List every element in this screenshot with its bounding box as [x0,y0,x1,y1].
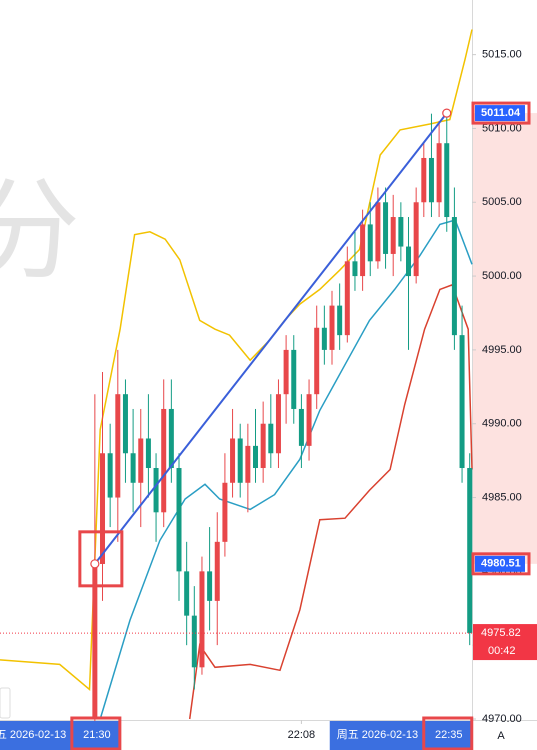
y-tick-label: 4995.00 [482,344,522,356]
y-tick-label: 4985.00 [482,491,522,503]
highlight-box [70,716,122,750]
candle-body [92,563,98,719]
candle-body [298,408,304,446]
candle-body [383,202,389,254]
candle-body [459,335,465,469]
candle-body [122,394,128,454]
x-tick-label: 22:08 [288,729,316,741]
highlight-box [471,101,531,125]
candle-body [253,445,259,469]
range-highlight [473,113,537,564]
candle-body [291,349,297,409]
candle-body [344,261,350,336]
candle-body [184,571,190,616]
y-tick-label: 5000.00 [482,270,522,282]
crosshair-time-badge [0,721,120,750]
trend-anchor[interactable] [90,559,100,569]
candle-body [176,468,182,572]
candle-body [367,224,373,262]
candle-body [153,468,159,513]
price-badge-label: 4980.51 [481,558,521,570]
scale-button[interactable] [490,724,512,746]
candle-body [283,349,289,395]
candle-body [222,482,228,542]
candle-body [199,571,205,668]
crosshair-date: 周五 2026-02-13 [0,728,66,741]
price-badge [475,105,525,122]
y-tick-label: 5005.00 [482,196,522,208]
candle-body [230,438,236,483]
candle-body [207,571,213,601]
y-tick-label: 4990.00 [482,418,522,430]
side-button[interactable] [0,687,11,719]
candle-body [100,453,106,564]
candle-body [260,423,266,469]
candle-body [214,541,220,601]
candle-body [329,305,335,350]
watermark: 分 [0,170,80,293]
price-badge-label: 5011.04 [481,107,521,119]
trend-anchor[interactable] [442,108,452,118]
y-tick-label: 5010.00 [482,122,522,134]
trend-line [94,112,448,565]
candle-body [314,327,320,395]
candle-body [107,453,113,498]
candle-body [268,423,274,454]
candle-body [390,217,396,254]
scale-button-label[interactable]: A [497,730,505,742]
crosshair-time: 22:35 [435,729,463,741]
candle-body [398,217,404,247]
y-tick-label: 5015.00 [482,49,522,61]
candle-body [421,157,427,203]
candle-body [451,217,457,336]
countdown-label: 00:42 [488,645,516,657]
candle-body [436,143,442,203]
crosshair-time-badge [329,721,472,750]
candle-body [406,246,412,277]
candle-body [130,453,136,483]
crosshair-time: 21:30 [83,729,111,741]
candle-body [321,327,327,350]
highlight-box [422,716,474,750]
candle-body [161,408,167,513]
candle-body [352,261,358,277]
crosshair-date: 周五 2026-02-13 [337,728,418,741]
candle-body [145,438,151,469]
candle-body [413,202,419,277]
candle-body [275,394,281,454]
band-line [188,283,473,720]
price-badge-label: 4975.82 [481,627,521,639]
price-badge [475,555,525,572]
candle-body [191,615,197,668]
candle-body [115,394,121,498]
band-line [0,29,473,692]
y-tick-label: 4970.00 [482,713,522,725]
highlight-box [471,552,531,576]
candle-body [168,408,174,469]
price-badge [473,624,537,661]
candle-body [337,305,343,336]
highlight-box [78,530,124,588]
candle-body [444,143,450,218]
candle-body [245,445,251,483]
candle-body [138,438,144,483]
candle-body [375,202,381,262]
candle-body [360,224,366,277]
candle-body [428,157,434,203]
candle-body [237,438,243,483]
candle-body [306,394,312,446]
candle-body [467,468,473,634]
